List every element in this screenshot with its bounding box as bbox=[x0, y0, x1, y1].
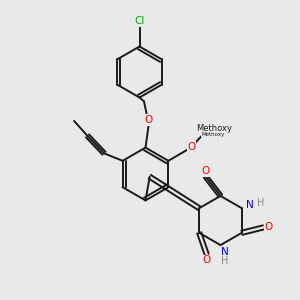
Text: H: H bbox=[221, 256, 229, 266]
Text: O: O bbox=[202, 255, 211, 266]
Text: Methoxy: Methoxy bbox=[201, 132, 225, 137]
Text: O: O bbox=[144, 115, 153, 125]
Text: O: O bbox=[201, 166, 210, 176]
Text: N: N bbox=[221, 247, 229, 257]
Text: O: O bbox=[187, 142, 196, 152]
Text: Cl: Cl bbox=[134, 16, 145, 26]
Text: O: O bbox=[265, 222, 273, 233]
Text: H: H bbox=[257, 198, 264, 208]
Text: Methoxy: Methoxy bbox=[196, 124, 232, 133]
Text: N: N bbox=[246, 200, 254, 210]
